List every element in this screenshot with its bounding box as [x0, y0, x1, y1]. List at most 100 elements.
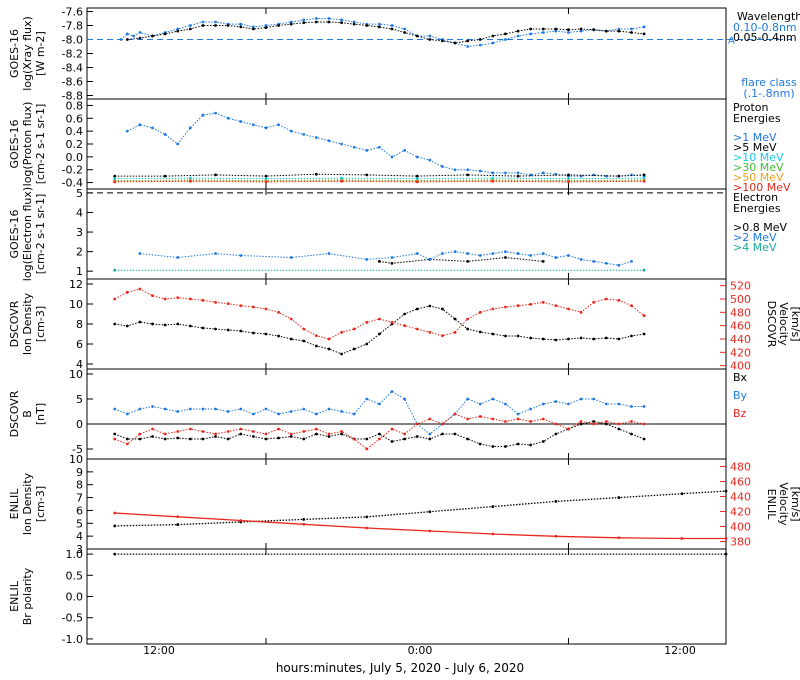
data-point: [289, 435, 293, 438]
data-point: [579, 29, 583, 33]
data-point: [378, 332, 381, 336]
data-point: [504, 334, 507, 338]
data-point: [554, 27, 558, 31]
data-point: [314, 412, 318, 416]
data-point: [314, 344, 318, 348]
data-point: [188, 407, 192, 411]
data-point: [352, 412, 356, 416]
data-point: [642, 422, 646, 426]
y-tick-label: 12: [69, 278, 83, 291]
data-point: [201, 298, 205, 302]
data-point: [226, 116, 230, 120]
series-by: [113, 390, 646, 436]
y-tick-label: 10: [69, 453, 83, 466]
y-tick-label: -7.6: [62, 6, 83, 19]
data-point: [378, 432, 381, 436]
data-point: [617, 427, 621, 431]
data-point: [415, 435, 419, 438]
data-point: [529, 336, 533, 340]
data-point: [378, 437, 381, 441]
data-point: [529, 407, 533, 411]
data-point: [239, 427, 243, 431]
right-tick-label: 460: [730, 320, 751, 333]
data-point: [201, 430, 205, 433]
data-point: [251, 430, 255, 433]
data-point: [163, 297, 167, 301]
data-point: [428, 34, 432, 38]
y-axis-label-line: B: [21, 410, 34, 418]
data-point: [365, 173, 369, 177]
data-point: [403, 324, 407, 328]
data-point: [378, 22, 381, 26]
y-axis-label-line: GOES-16: [8, 119, 21, 168]
data-point: [478, 310, 482, 314]
data-point: [289, 432, 293, 436]
data-point: [251, 435, 255, 438]
data-point: [680, 537, 684, 540]
data-point: [314, 334, 318, 338]
data-point: [415, 174, 419, 178]
data-point: [302, 18, 306, 22]
data-point: [403, 432, 407, 436]
data-point: [239, 254, 243, 257]
data-point: [176, 523, 180, 526]
data-point: [441, 334, 444, 338]
data-point: [138, 287, 142, 291]
data-point: [264, 332, 268, 336]
data-point: [201, 24, 205, 27]
legend-entry: By: [733, 389, 748, 402]
series-trace: [114, 305, 645, 355]
data-point: [567, 180, 570, 184]
y-axis-label-line: GOES-16: [8, 209, 21, 258]
data-point: [529, 443, 533, 447]
data-point: [163, 432, 167, 436]
data-point: [214, 173, 217, 177]
data-point: [579, 420, 583, 423]
data-point: [428, 529, 432, 533]
data-point: [352, 437, 356, 441]
right-tick-label: 480: [730, 461, 751, 474]
data-point: [302, 522, 306, 526]
data-point: [214, 111, 217, 115]
x-axis-ticks: 12:00 0:00 12:00: [143, 644, 696, 657]
y-axis-label-line: [cm-3]: [34, 306, 47, 342]
data-point: [176, 515, 180, 519]
panel-frame: [86, 7, 727, 100]
series-trace: [114, 180, 645, 182]
data-point: [428, 510, 432, 514]
data-point: [567, 31, 570, 34]
data-point: [264, 180, 268, 184]
data-point: [188, 324, 192, 328]
data-point: [504, 402, 507, 406]
data-point: [642, 268, 646, 272]
data-point: [214, 407, 217, 411]
right-tick-label: 440: [730, 491, 751, 504]
series-trace: [114, 177, 645, 180]
data-point: [163, 407, 167, 411]
data-point: [251, 305, 255, 309]
y-tick-label: 3: [76, 543, 83, 556]
data-point: [138, 320, 142, 324]
panel-7: 1.0 0.5 0.0 -0.5 -1.0 ENLIL Br polarity: [8, 548, 728, 646]
y-tick-label: 0.8: [66, 99, 84, 112]
data-point: [617, 337, 621, 341]
y-tick-label: 10: [69, 298, 83, 311]
y-tick-label: 8: [76, 479, 83, 492]
data-point: [340, 142, 343, 146]
data-point: [113, 524, 117, 528]
y-tick-label: 5: [76, 187, 83, 200]
data-point: [132, 34, 136, 38]
right-tick-label: 420: [730, 346, 751, 359]
data-point: [541, 31, 545, 34]
data-point: [264, 174, 268, 178]
series-trace: [139, 251, 632, 266]
data-point: [113, 268, 117, 272]
data-point: [579, 397, 583, 401]
data-point: [516, 412, 520, 416]
data-point: [390, 24, 394, 27]
data-point: [352, 20, 356, 24]
data-point: [554, 304, 558, 308]
series-trace: [127, 21, 645, 44]
data-point: [403, 312, 407, 316]
